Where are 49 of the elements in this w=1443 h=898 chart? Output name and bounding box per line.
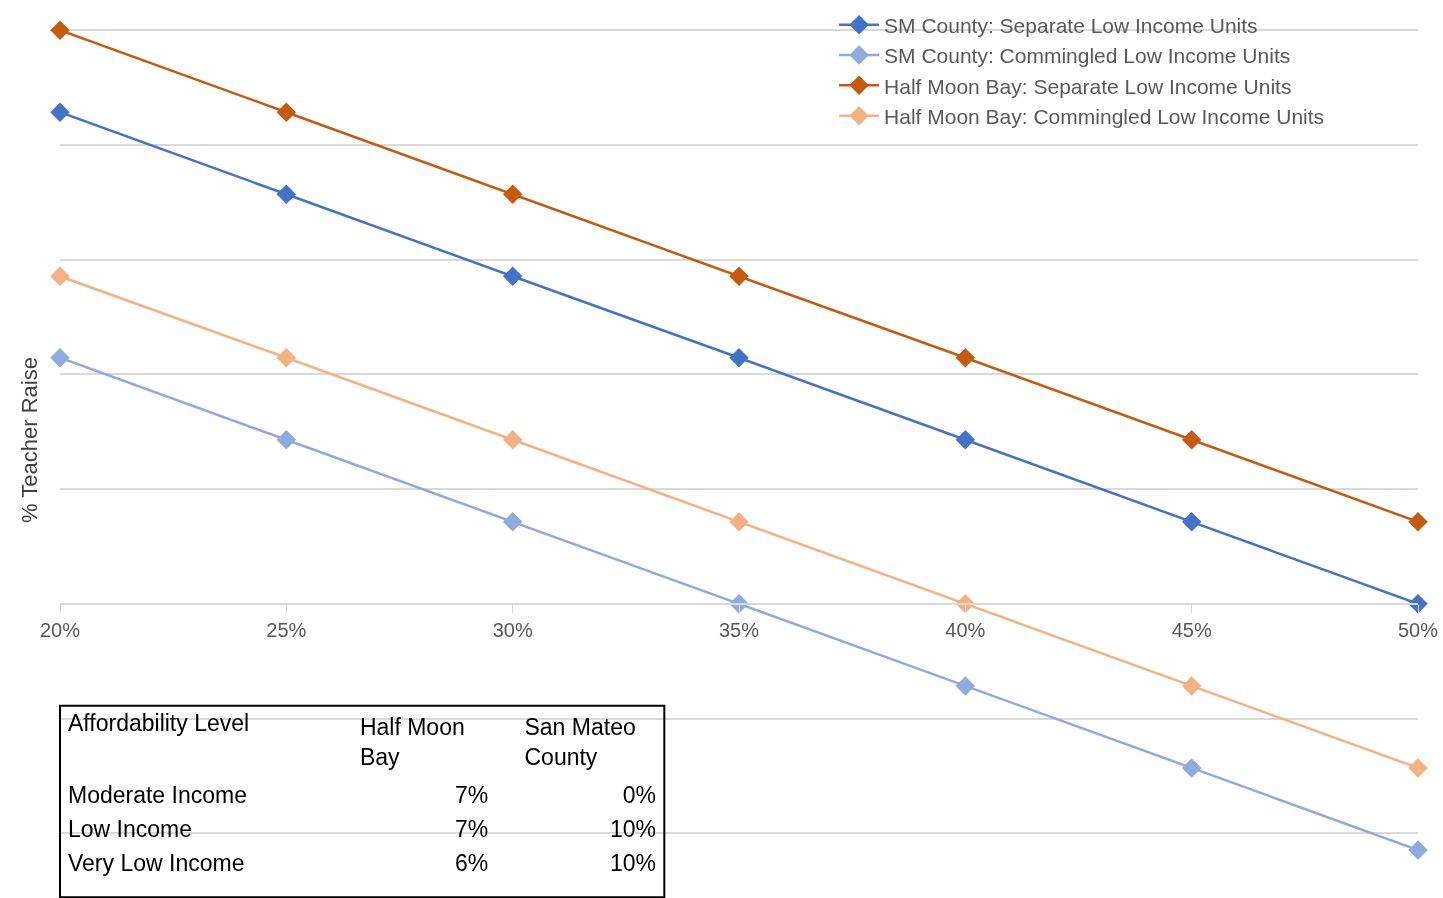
legend-label: SM County: Commingled Low Income Units	[884, 44, 1291, 68]
legend-label: SM County: Separate Low Income Units	[884, 13, 1258, 37]
text: 0%	[622, 781, 656, 808]
point	[502, 430, 523, 450]
point	[1181, 430, 1202, 450]
point	[1408, 512, 1428, 532]
point	[276, 102, 297, 122]
point	[1408, 840, 1428, 860]
point	[276, 348, 297, 368]
legend-label: Half Moon Bay: Separate Low Income Units	[884, 74, 1292, 98]
text: 7%	[454, 781, 489, 808]
legend-label: Half Moon Bay: Commingled Low Income Units	[884, 104, 1325, 128]
category-label: Half Moon Bay	[359, 713, 465, 770]
point	[955, 430, 976, 450]
x-tick-label: 20%	[39, 618, 81, 641]
text: 6%	[454, 849, 489, 876]
y-axis-title: % Teacher Raise	[16, 357, 42, 524]
point	[502, 266, 523, 287]
category-label: San Mateo County	[524, 713, 636, 770]
point	[1181, 758, 1202, 778]
point	[955, 348, 976, 368]
point	[50, 348, 70, 368]
point	[276, 430, 297, 450]
x-tick-label: 40%	[945, 618, 986, 641]
point	[729, 348, 749, 368]
x-tick-label: 35%	[718, 618, 760, 641]
point	[276, 184, 297, 205]
category-label: Very Low Income	[68, 849, 245, 876]
text: 7%	[454, 815, 489, 842]
point	[502, 512, 523, 532]
point	[955, 676, 976, 696]
point	[50, 266, 70, 287]
point	[729, 266, 749, 287]
category-label: Moderate Income	[68, 781, 247, 808]
x-tick-label: 25%	[266, 618, 307, 641]
x-tick-label: 50%	[1397, 618, 1439, 641]
point	[50, 20, 70, 40]
point	[1408, 758, 1428, 778]
point	[1181, 512, 1202, 532]
point	[50, 102, 70, 122]
text: 10%	[609, 849, 656, 876]
text: 10%	[609, 815, 656, 842]
x-tick-label: 45%	[1171, 618, 1212, 641]
category-label: Low Income	[68, 815, 193, 842]
point	[1181, 676, 1202, 696]
category-label: Affordability Level	[68, 709, 250, 736]
point	[502, 184, 523, 205]
point	[729, 512, 749, 532]
x-tick-label: 30%	[492, 618, 533, 641]
